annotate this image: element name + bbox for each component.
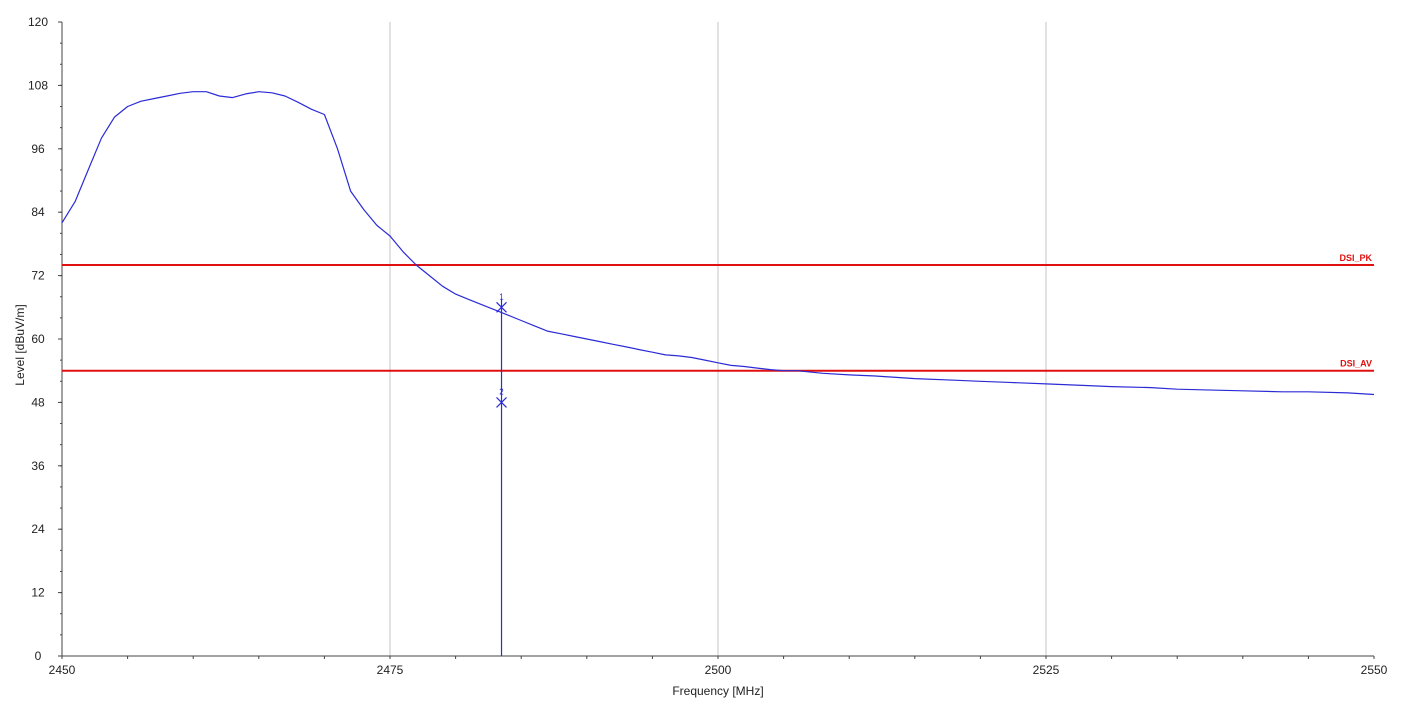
x-tick-label: 2525 (1033, 663, 1060, 677)
x-tick-labels: 2450 2475 2500 2525 2550 (49, 656, 1388, 677)
y-tick-label: 60 (31, 332, 45, 346)
y-tick-label: 120 (28, 15, 48, 29)
y-tick-labels: 0 12 24 36 48 60 72 84 96 108 120 (28, 15, 62, 663)
y-tick-label: 84 (31, 205, 45, 219)
x-tick-label: 2475 (377, 663, 404, 677)
limit-lines: DSI_PK DSI_AV (62, 253, 1374, 372)
y-axis-title: Level [dBuV/m] (13, 304, 27, 385)
y-tick-label: 48 (31, 395, 45, 409)
grid-lines (389, 22, 1047, 656)
x-tick-label: 2500 (705, 663, 732, 677)
x-tick-label: 2550 (1361, 663, 1388, 677)
limit-line-label: DSI_PK (1339, 253, 1372, 263)
y-tick-label: 96 (31, 142, 45, 156)
y-tick-label: 72 (31, 269, 45, 283)
x-tick-label: 2450 (49, 663, 76, 677)
y-tick-label: 12 (31, 586, 45, 600)
marker-label: 1 (499, 292, 504, 301)
trace-layer (61, 91, 1375, 396)
marker-label: 2 (499, 387, 504, 396)
series-trace (61, 91, 1375, 396)
marker-point (496, 396, 507, 408)
y-tick-label: 0 (35, 649, 42, 663)
marker-layer: 12 (496, 292, 507, 656)
y-tick-label: 108 (28, 78, 48, 92)
y-tick-label: 24 (31, 522, 45, 536)
y-tick-label: 36 (31, 459, 45, 473)
marker-point (496, 301, 507, 313)
x-axis-title: Frequency [MHz] (672, 684, 763, 698)
limit-line-label: DSI_AV (1340, 359, 1372, 369)
